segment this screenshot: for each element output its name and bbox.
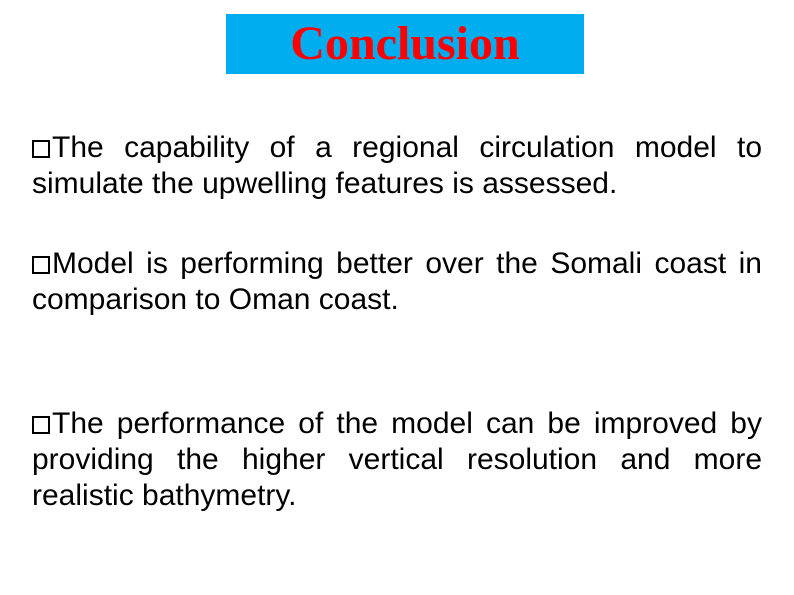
spacer <box>32 362 762 406</box>
bullet-text: The performance of the model can be impr… <box>32 407 762 512</box>
slide-title: Conclusion <box>290 20 519 68</box>
square-bullet-icon <box>32 140 50 158</box>
square-bullet-icon <box>32 416 50 434</box>
square-bullet-icon <box>32 256 50 274</box>
title-box: Conclusion <box>226 14 584 74</box>
bullet-text: Model is performing better over the Soma… <box>32 247 762 316</box>
bullet-item: Model is performing better over the Soma… <box>32 246 762 318</box>
bullet-item: The performance of the model can be impr… <box>32 406 762 514</box>
content-area: The capability of a regional circulation… <box>32 130 762 514</box>
bullet-text: The capability of a regional circulation… <box>32 131 762 200</box>
bullet-item: The capability of a regional circulation… <box>32 130 762 202</box>
